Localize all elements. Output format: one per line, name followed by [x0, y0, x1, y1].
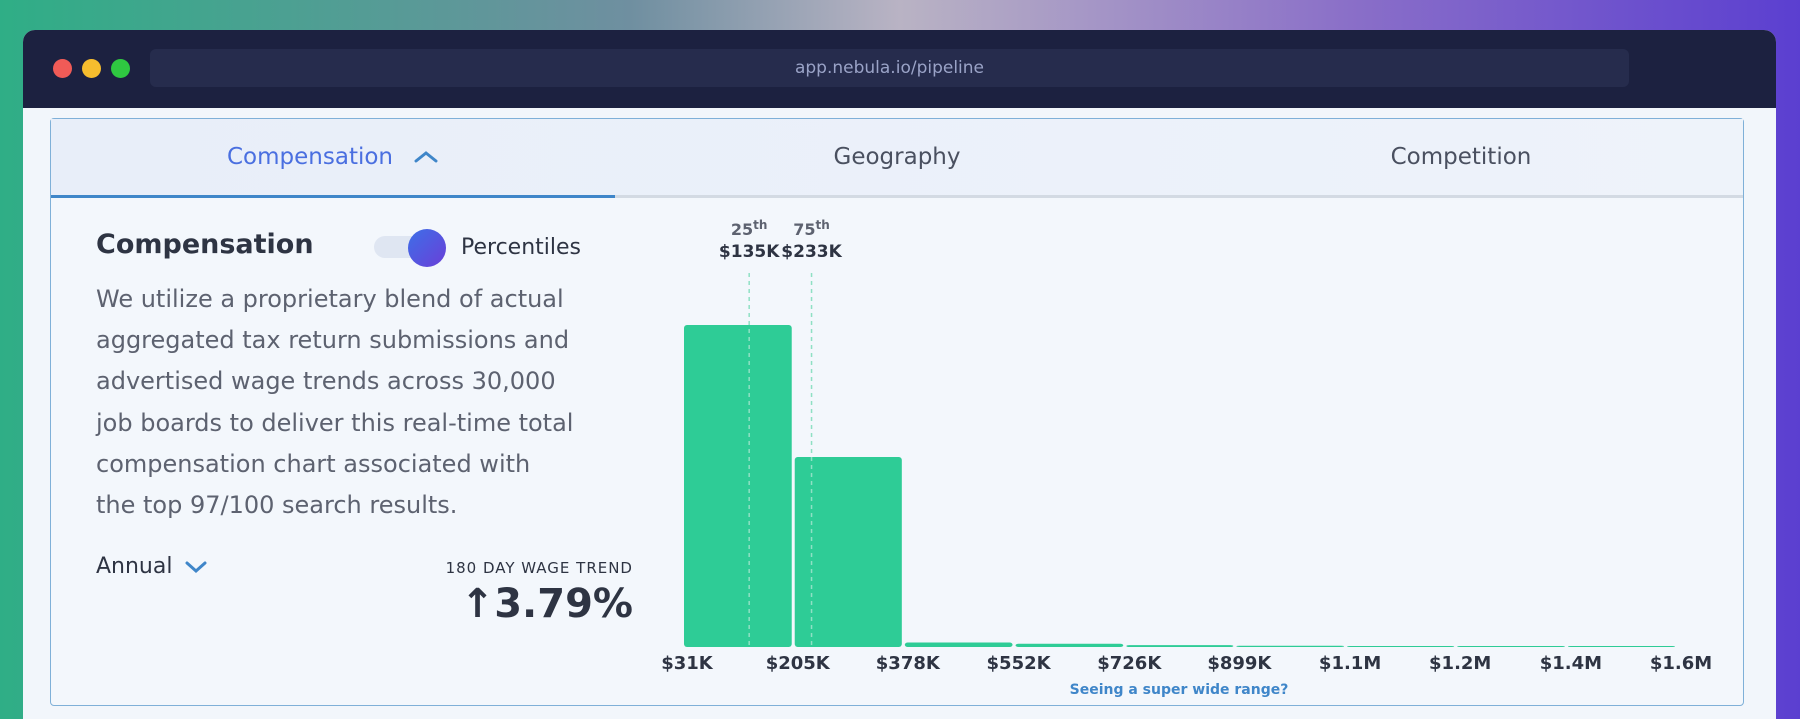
- bar: [794, 457, 902, 647]
- description-line: aggregated tax return submissions and: [96, 326, 570, 355]
- toggle-label: Percentiles: [461, 235, 582, 260]
- bar: [1236, 645, 1345, 647]
- x-tick-label: $726K: [1097, 653, 1162, 674]
- browser-window: app.nebula.io/pipeline Compensation Geogr…: [23, 30, 1776, 719]
- bar: [1457, 646, 1565, 647]
- x-tick-label: $31K: [661, 653, 714, 674]
- x-tick-label: $552K: [987, 653, 1052, 674]
- x-tick-label: $205K: [766, 653, 831, 674]
- tab-label: Competition: [1390, 144, 1532, 170]
- chevron-up: [414, 151, 438, 163]
- panel-title: Compensation: [96, 229, 314, 260]
- x-tick-label: $899K: [1207, 653, 1272, 674]
- description: We utilize a proprietary blend of actual…: [96, 279, 573, 526]
- description-line: We utilize a proprietary blend of actual: [96, 285, 564, 313]
- x-tick-label: $1.2M: [1429, 653, 1491, 674]
- toggle-knob: [408, 229, 446, 267]
- percentile-value: $135K: [719, 242, 780, 262]
- percentile-value: $233K: [781, 242, 842, 262]
- x-tick-label: $378K: [876, 653, 941, 674]
- x-tick-label: $1.6M: [1650, 653, 1712, 674]
- bar: [684, 325, 792, 647]
- rank-number: 75: [793, 220, 815, 239]
- tab[interactable]: Competition: [1179, 119, 1743, 195]
- bar: [1347, 646, 1455, 647]
- title-bar: app.nebula.io/pipeline: [23, 30, 1776, 108]
- bar: [1126, 645, 1234, 647]
- bar: [1015, 643, 1124, 647]
- trend-value: ↑3.79%: [460, 581, 633, 627]
- tab-label: Compensation: [227, 144, 393, 170]
- rank-number: 25: [731, 220, 753, 239]
- description-line: the top 97/100 search results.: [96, 491, 458, 520]
- x-tick-label: $1.4M: [1540, 653, 1602, 674]
- wide-range-link[interactable]: Seeing a super wide range?: [1070, 682, 1289, 698]
- tab[interactable]: Geography: [615, 119, 1179, 195]
- tab-bar: Compensation Geography Competition: [51, 119, 1743, 198]
- bar: [904, 642, 1013, 647]
- url-bar[interactable]: app.nebula.io/pipeline: [150, 49, 1629, 87]
- description-line: job boards to deliver this real-time tot…: [96, 408, 574, 437]
- percentile-rank: 25th: [731, 218, 768, 239]
- maximize-button[interactable]: [111, 59, 130, 78]
- trend-label: 180 DAY WAGE TREND: [445, 559, 633, 577]
- panel: Compensation Geography Competition Compens…: [50, 118, 1744, 706]
- rank-suffix: th: [816, 218, 830, 232]
- percentile-rank: 75th: [793, 218, 830, 239]
- x-tick-label: $1.1M: [1319, 653, 1381, 674]
- close-button[interactable]: [53, 59, 72, 78]
- histogram: $31K $205K $378K $552K $726K $899K $1.1M $1.2M $…: [661, 218, 1712, 698]
- tab-label: Geography: [833, 144, 961, 170]
- percentile-toggle[interactable]: [374, 229, 446, 267]
- bar: [1567, 646, 1675, 647]
- rank-suffix: th: [753, 218, 767, 232]
- minimize-button[interactable]: [82, 59, 101, 78]
- description-line: advertised wage trends across 30,000: [96, 367, 556, 396]
- period-dropdown[interactable]: Annual: [96, 554, 208, 579]
- tab[interactable]: Compensation: [51, 119, 615, 198]
- chevron-down: [185, 561, 207, 573]
- period-label: Annual: [96, 554, 173, 579]
- description-line: compensation chart associated with: [96, 449, 531, 478]
